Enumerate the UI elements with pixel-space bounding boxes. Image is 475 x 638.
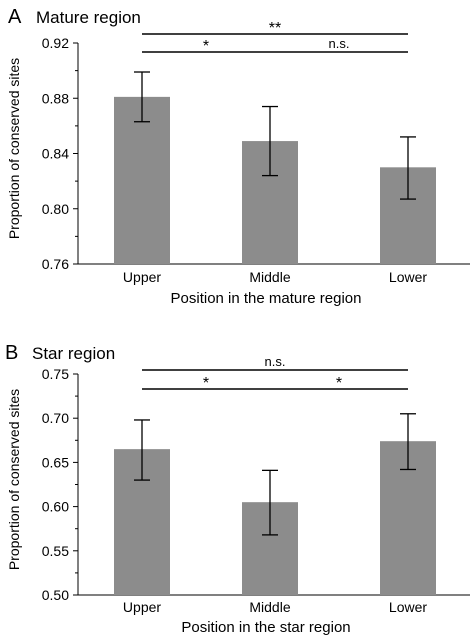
y-axis-label: Proportion of conserved sites [6, 389, 22, 570]
y-tick-label: 0.84 [42, 146, 69, 162]
y-axis-label: Proportion of conserved sites [6, 58, 22, 239]
y-tick-label: 0.60 [42, 499, 69, 515]
x-tick-label: Upper [123, 269, 161, 285]
bar-upper [114, 96, 170, 265]
x-tick-label: Lower [389, 269, 427, 285]
y-tick-label: 0.88 [42, 90, 69, 106]
x-axis-label: Position in the star region [181, 619, 350, 636]
y-tick-label: 0.80 [42, 201, 69, 217]
significance-label: n.s. [265, 354, 286, 369]
panel-label: B [5, 342, 18, 364]
y-tick-label: 0.65 [42, 454, 69, 470]
y-tick-label: 0.75 [42, 366, 69, 382]
x-tick-label: Middle [249, 269, 290, 285]
chart-title: Star region [32, 344, 115, 363]
x-tick-label: Lower [389, 599, 427, 615]
significance-label: * [203, 38, 209, 55]
panel-label: A [8, 6, 22, 28]
significance-label: ** [269, 20, 281, 37]
significance-label: * [336, 375, 342, 392]
significance-label: n.s. [329, 36, 350, 51]
x-tick-label: Middle [249, 599, 290, 615]
chart-title: Mature region [36, 8, 141, 27]
significance-label: * [203, 375, 209, 392]
chart-panel-b: B Star region 0.50 0.55 0.60 0.65 0.70 0.75 Prop… [5, 342, 470, 636]
y-tick-label: 0.50 [42, 587, 69, 603]
y-tick-label: 0.70 [42, 410, 69, 426]
y-tick-label: 0.92 [42, 35, 69, 51]
y-tick-label: 0.55 [42, 543, 69, 559]
x-axis-label: Position in the mature region [171, 290, 362, 307]
x-tick-label: Upper [123, 599, 161, 615]
chart-panel-a: A Mature region 0.76 0.80 0.84 0.88 0.92 Propor… [6, 6, 470, 307]
y-tick-label: 0.76 [42, 256, 69, 272]
